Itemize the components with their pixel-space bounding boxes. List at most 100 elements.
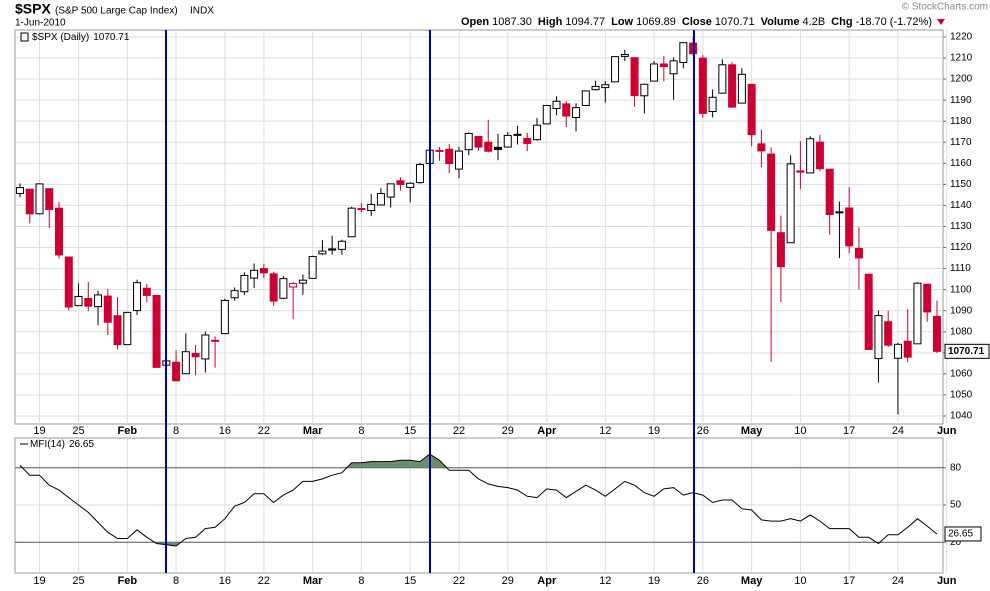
candle-body bbox=[854, 247, 863, 259]
legend-value: 1070.71 bbox=[93, 32, 130, 43]
candle-body bbox=[796, 170, 805, 173]
x-tick-label: Feb bbox=[118, 575, 138, 587]
y-tick-label: 1190 bbox=[950, 95, 972, 106]
candle-body bbox=[903, 340, 912, 358]
date: 1-Jun-2010 bbox=[15, 18, 66, 29]
x-tick-label: 25 bbox=[72, 575, 84, 587]
candle-body bbox=[240, 274, 249, 293]
x-tick-label: 22 bbox=[453, 575, 465, 587]
y-tick-label: 1170 bbox=[950, 137, 972, 148]
candle-body bbox=[611, 56, 620, 83]
candle-body bbox=[328, 248, 337, 251]
x-tick-label: Jun bbox=[937, 425, 957, 437]
candle-body bbox=[386, 183, 395, 198]
x-tick-label: 8 bbox=[358, 425, 364, 437]
x-tick-label: 15 bbox=[404, 425, 416, 437]
candle-body bbox=[591, 85, 600, 91]
legend-value: 26.65 bbox=[69, 439, 94, 450]
exchange: INDX bbox=[190, 6, 214, 17]
candle-body bbox=[737, 73, 746, 104]
legend: MFI(14) 26.65 bbox=[30, 439, 94, 450]
y-tick-label: 1160 bbox=[950, 158, 972, 169]
candle-body bbox=[55, 207, 64, 256]
candle-body bbox=[123, 311, 132, 346]
candle-body bbox=[767, 153, 776, 231]
candle-body bbox=[367, 203, 376, 212]
x-tick-label: 26 bbox=[697, 425, 709, 437]
last-value: 26.65 bbox=[948, 529, 973, 540]
quote-value: 4.2B bbox=[803, 16, 826, 28]
candle-body bbox=[562, 103, 571, 117]
legend: $SPX (Daily) 1070.71 bbox=[32, 32, 130, 43]
y-tick-label: 50 bbox=[950, 500, 962, 511]
x-tick-label: 26 bbox=[697, 575, 709, 587]
y-tick-label: 1050 bbox=[950, 390, 973, 401]
candle-body bbox=[298, 279, 307, 284]
candle-body bbox=[581, 90, 590, 106]
y-tick-label: 1120 bbox=[950, 242, 972, 253]
candle-body bbox=[220, 299, 229, 335]
quote-value: 1087.30 bbox=[492, 16, 532, 28]
x-tick-label: 15 bbox=[404, 575, 416, 587]
quote-label: Open bbox=[461, 16, 489, 28]
mfi-line bbox=[19, 453, 938, 547]
candle-body bbox=[893, 343, 902, 359]
x-tick-label: Jun bbox=[937, 575, 957, 587]
candle-body bbox=[337, 240, 346, 250]
x-tick-label: 24 bbox=[892, 425, 904, 437]
candle-body bbox=[94, 294, 103, 308]
y-tick-label: 1200 bbox=[950, 74, 973, 85]
watermark: © StockCharts.com bbox=[902, 2, 988, 13]
candle-body bbox=[728, 64, 737, 108]
candle-body bbox=[698, 57, 707, 114]
subtitle: (S&P 500 Large Cap Index) bbox=[55, 6, 178, 17]
x-tick-label: 8 bbox=[173, 425, 179, 437]
y-tick-label: 1090 bbox=[950, 305, 973, 316]
quote-label: Low bbox=[611, 16, 633, 28]
down-arrow bbox=[937, 19, 945, 25]
y-tick-label: 1080 bbox=[950, 326, 973, 337]
candle-body bbox=[415, 163, 424, 184]
candle-body bbox=[552, 100, 561, 110]
quote-value: -18.70 (-1.72%) bbox=[856, 16, 932, 28]
candle-body bbox=[835, 211, 844, 214]
y-tick-label: 1140 bbox=[950, 200, 972, 211]
y-tick-label: 20 bbox=[950, 537, 962, 548]
candle-body bbox=[279, 278, 288, 299]
x-tick-label: Mar bbox=[303, 575, 323, 587]
candle-body bbox=[659, 63, 668, 68]
candle-body bbox=[474, 136, 483, 148]
candle-body bbox=[747, 83, 756, 136]
candle-body bbox=[542, 105, 551, 125]
quote-label: Chg bbox=[831, 16, 852, 28]
candle-body bbox=[484, 141, 493, 152]
candle-body bbox=[318, 250, 327, 255]
candle-body bbox=[454, 150, 463, 170]
x-tick-label: 24 bbox=[892, 575, 904, 587]
last-value-box bbox=[944, 343, 990, 359]
y-tick-label: 1060 bbox=[950, 369, 973, 380]
candle-body bbox=[181, 351, 190, 375]
candle-body bbox=[786, 163, 795, 244]
candle-body bbox=[250, 269, 259, 279]
y-tick-label: 1150 bbox=[950, 179, 972, 190]
candle-body bbox=[308, 256, 317, 279]
candle-body bbox=[230, 290, 239, 299]
x-tick-label: 25 bbox=[72, 425, 84, 437]
candle-body bbox=[513, 133, 522, 136]
candle-body bbox=[708, 96, 717, 113]
y-tick-label: 80 bbox=[950, 462, 962, 473]
candle-body bbox=[406, 182, 415, 188]
candle-body bbox=[845, 207, 854, 247]
symbol: $SPX bbox=[15, 1, 51, 17]
y-tick-label: 1040 bbox=[950, 411, 973, 422]
x-tick-label: 29 bbox=[502, 575, 514, 587]
candle-body bbox=[923, 283, 932, 313]
y-tick-label: 1130 bbox=[950, 221, 972, 232]
candle-body bbox=[133, 282, 142, 312]
x-tick-label: 17 bbox=[843, 425, 855, 437]
candle-body bbox=[825, 168, 834, 216]
y-tick-label: 1180 bbox=[950, 116, 972, 127]
candle-body bbox=[493, 146, 502, 150]
candle-body bbox=[620, 53, 629, 57]
